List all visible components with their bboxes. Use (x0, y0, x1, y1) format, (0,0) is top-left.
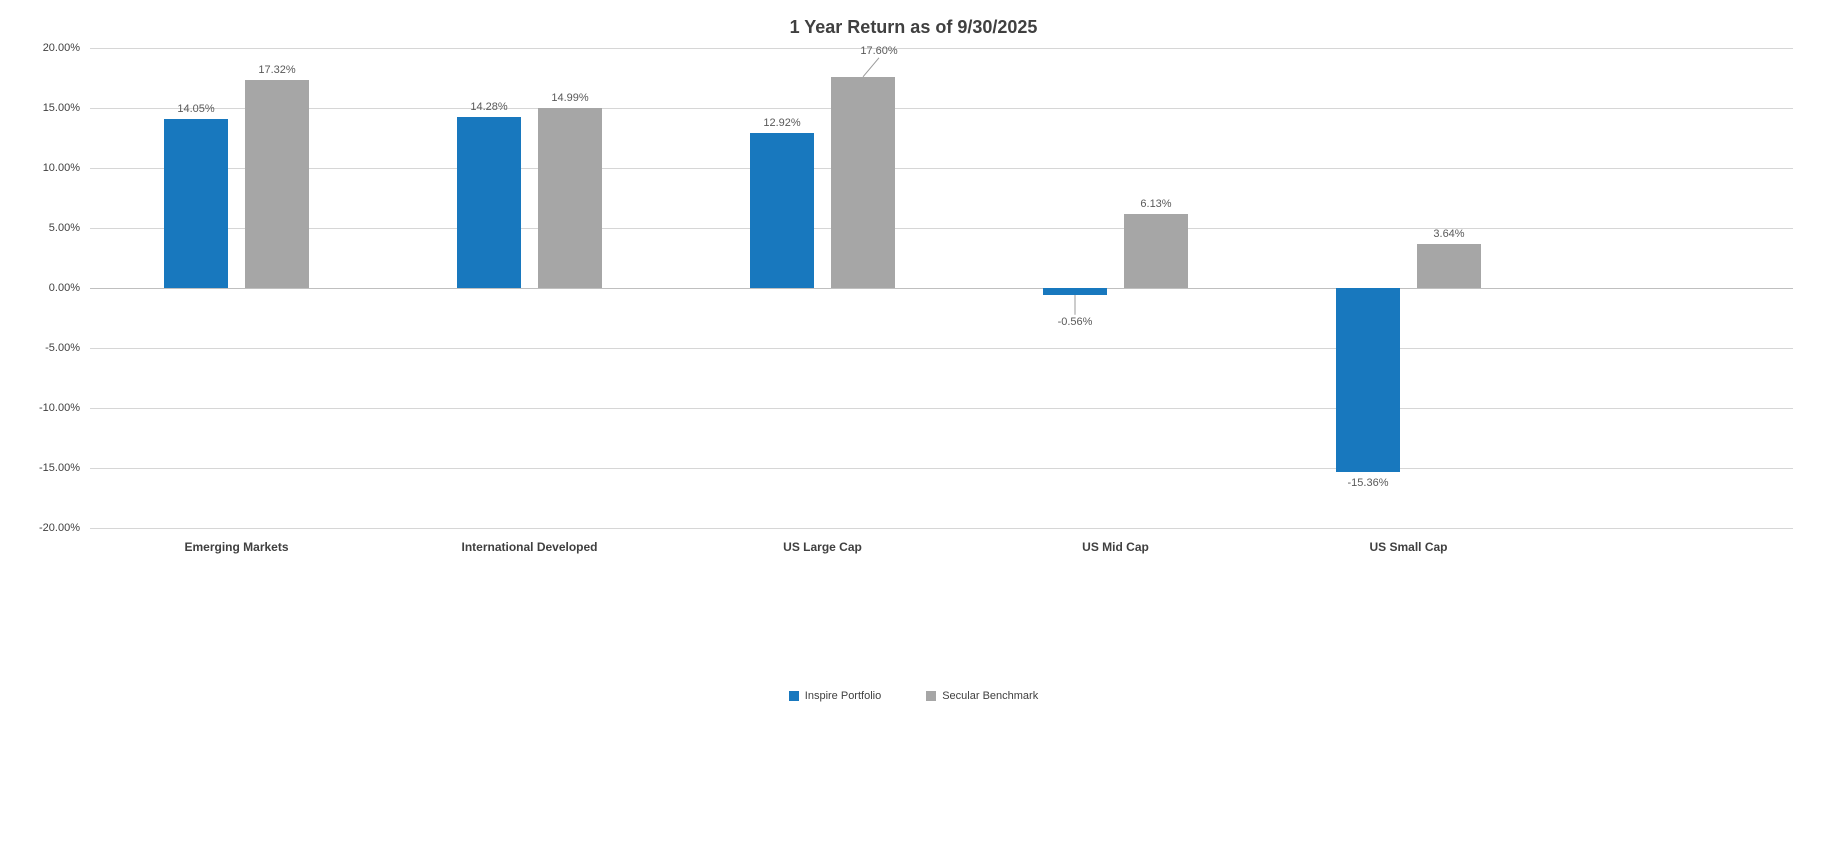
bar-secular-benchmark-emerging-markets (245, 80, 309, 288)
legend-label-inspire-portfolio: Inspire Portfolio (804, 690, 882, 702)
x-axis-label-us-small-cap: US Small Cap (1369, 540, 1448, 554)
bar-secular-benchmark-us-large-cap (831, 76, 895, 288)
data-label-inspire-portfolio-international-developed: 14.28% (470, 100, 508, 113)
bar-inspire-portfolio-us-mid-cap (1043, 288, 1107, 295)
gridline-5 (90, 228, 1793, 229)
bar-inspire-portfolio-us-small-cap (1336, 288, 1400, 473)
gridline--10 (90, 408, 1793, 409)
x-axis-label-us-mid-cap: US Mid Cap (1082, 540, 1149, 554)
bar-secular-benchmark-international-developed (538, 108, 602, 288)
callout-line-secular-benchmark-us-large-cap (862, 57, 880, 78)
gridline--20 (90, 528, 1793, 529)
data-label-secular-benchmark-us-small-cap: 3.64% (1433, 228, 1465, 241)
legend-item-inspire-portfolio: Inspire Portfolio (788, 690, 882, 702)
bar-secular-benchmark-us-mid-cap (1124, 214, 1188, 288)
data-label-secular-benchmark-us-mid-cap: 6.13% (1140, 198, 1172, 211)
y-axis-label: 5.00% (48, 222, 80, 234)
chart-title: 1 Year Return as of 9/30/2025 (789, 17, 1038, 37)
data-label-inspire-portfolio-emerging-markets: 14.05% (177, 103, 215, 116)
gridline-15 (90, 108, 1793, 109)
legend: Inspire Portfolio Secular Benchmark (0, 690, 1827, 702)
data-label-secular-benchmark-us-large-cap: 17.60% (860, 44, 898, 57)
legend-swatch-secular-benchmark-icon (926, 691, 937, 701)
gridline--15 (90, 468, 1793, 469)
y-axis-label: -20.00% (39, 522, 80, 534)
gridline--5 (90, 348, 1793, 349)
y-axis-label: 15.00% (42, 102, 80, 114)
gridline-20 (90, 48, 1793, 49)
bar-inspire-portfolio-international-developed (457, 116, 521, 288)
bar-inspire-portfolio-us-large-cap (750, 132, 814, 288)
x-axis-label-us-large-cap: US Large Cap (783, 540, 862, 554)
y-axis-label: 10.00% (42, 162, 80, 174)
gridline-0 (90, 288, 1793, 289)
x-axis-label-international-developed: International Developed (461, 540, 598, 554)
data-label-inspire-portfolio-us-mid-cap: -0.56% (1057, 315, 1093, 328)
data-label-secular-benchmark-emerging-markets: 17.32% (258, 64, 296, 77)
x-axis-label-emerging-markets: Emerging Markets (184, 540, 289, 554)
y-axis-label: -10.00% (39, 402, 80, 414)
legend-swatch-inspire-portfolio-icon (788, 691, 799, 701)
data-label-inspire-portfolio-us-small-cap: -15.36% (1347, 477, 1389, 490)
data-label-inspire-portfolio-us-large-cap: 12.92% (763, 116, 801, 129)
y-axis-label: -15.00% (39, 462, 80, 474)
y-axis-label: 0.00% (48, 282, 80, 294)
y-axis-label: -5.00% (45, 342, 80, 354)
bar-secular-benchmark-us-small-cap (1417, 244, 1481, 288)
bar-inspire-portfolio-emerging-markets (164, 119, 228, 288)
legend-item-secular-benchmark: Secular Benchmark (926, 690, 1038, 702)
gridline-10 (90, 168, 1793, 169)
data-label-secular-benchmark-international-developed: 14.99% (551, 92, 589, 105)
legend-label-secular-benchmark: Secular Benchmark (942, 690, 1039, 702)
y-axis-label: 20.00% (42, 42, 80, 54)
